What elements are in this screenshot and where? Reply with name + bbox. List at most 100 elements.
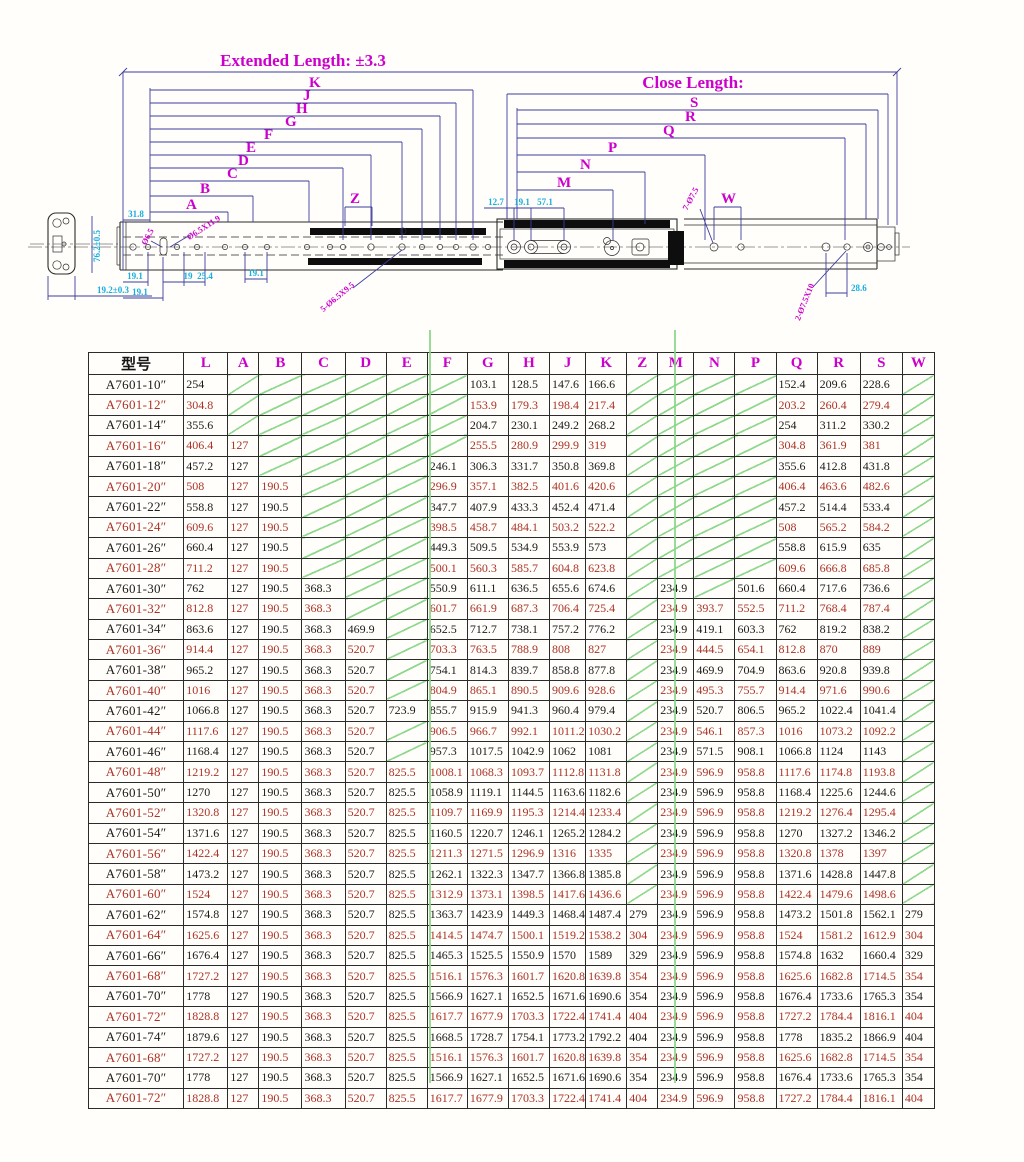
model-cell: A7601-48″ [87, 761, 185, 783]
value-cell [693, 394, 736, 416]
dim-letter-g: G [285, 114, 297, 130]
value-cell: 584.2 [859, 516, 903, 539]
hole-label-5-65x95: 5-Ø6.5X9.5 [318, 280, 356, 314]
value-cell: 152.4 [775, 373, 818, 396]
value-cell: 958.8 [734, 822, 777, 844]
value-cell: 127 [227, 557, 260, 579]
value-cell [693, 414, 736, 437]
value-cell: 857.3 [734, 720, 777, 743]
value-cell [258, 394, 303, 416]
value-cell: 776.2 [585, 618, 628, 641]
value-cell: 601.7 [426, 598, 468, 620]
value-cell: 1117.6 [775, 761, 818, 783]
value-cell: 909.6 [549, 679, 587, 702]
value-cell [301, 475, 346, 498]
value-cell: 449.3 [426, 537, 468, 559]
value-cell [657, 475, 695, 498]
value-cell [734, 455, 777, 477]
value-cell: 958.8 [734, 924, 777, 946]
value-cell: 889 [859, 639, 903, 661]
value-cell: 1828.8 [183, 1006, 229, 1028]
value-cell [901, 822, 936, 844]
value-cell: 825.5 [385, 924, 428, 946]
value-cell: 127 [227, 1006, 260, 1028]
table-row: A7601-52″ 1320.8 127 190.5 368.3 520.7 825.5 11… [87, 802, 936, 824]
value-cell: 1516.1 [426, 965, 468, 987]
value-cell: 412.8 [816, 455, 861, 477]
value-cell: 1660.4 [859, 944, 903, 967]
value-cell: 1219.2 [183, 761, 229, 783]
column-header-z: Z [626, 352, 659, 375]
table-row: A7601-28″ 711.2 127 190.5 500.1 560.3 585.7 604… [87, 557, 936, 579]
value-cell [227, 394, 260, 416]
table-row: A7601-40″ 1016 127 190.5 368.3 520.7 804.9 865.… [87, 679, 936, 702]
hole-label-dia65x119: Ø6.5X11.9 [185, 213, 222, 242]
value-cell: 1474.7 [466, 924, 509, 946]
dim-letter-w: W [721, 191, 736, 207]
value-cell: 361.9 [816, 435, 861, 457]
value-cell: 1601.7 [507, 1046, 551, 1069]
value-cell: 398.5 [426, 516, 468, 539]
value-cell: 347.7 [426, 496, 468, 518]
value-cell: 1778 [775, 1026, 818, 1048]
value-cell: 958.8 [734, 985, 777, 1008]
value-cell: 127 [227, 965, 260, 987]
dim-letter-r: R [685, 109, 696, 125]
value-cell: 103.1 [466, 373, 509, 396]
dim-letter-n: N [580, 157, 591, 173]
value-cell: 234.9 [657, 720, 695, 743]
value-cell: 1682.8 [816, 965, 861, 987]
value-cell: 190.5 [258, 618, 303, 641]
column-header-w: W [901, 352, 936, 375]
value-cell [301, 557, 346, 579]
dim-57-1: 57.1 [537, 197, 553, 207]
dim-letter-k: K [309, 75, 321, 91]
value-cell: 1525.5 [466, 944, 509, 967]
value-cell: 966.7 [466, 720, 509, 743]
value-cell: 1524 [183, 883, 229, 906]
value-cell [385, 659, 428, 681]
value-cell: 190.5 [258, 1087, 303, 1110]
value-cell: 1397 [859, 842, 903, 865]
value-cell: 1042.9 [507, 741, 551, 763]
value-cell: 204.7 [466, 414, 509, 437]
table-row: A7601-34″ 863.6 127 190.5 368.3 469.9 652.5 712… [87, 618, 936, 641]
value-cell: 431.8 [859, 455, 903, 477]
value-cell: 234.9 [657, 924, 695, 946]
value-cell: 1501.8 [816, 904, 861, 926]
value-cell [734, 537, 777, 559]
value-cell: 127 [227, 924, 260, 946]
value-cell: 463.6 [816, 475, 861, 498]
value-cell [626, 435, 659, 457]
value-cell: 1632 [816, 944, 861, 967]
value-cell: 520.7 [344, 802, 387, 824]
value-cell: 234.9 [657, 1067, 695, 1089]
value-cell: 190.5 [258, 883, 303, 906]
value-cell: 958.8 [734, 944, 777, 967]
value-cell: 652.5 [426, 618, 468, 641]
value-cell: 819.2 [816, 618, 861, 641]
column-header-q: Q [775, 352, 818, 375]
value-cell: 1828.8 [183, 1087, 229, 1110]
value-cell: 404 [901, 1026, 936, 1048]
value-cell: 401.6 [549, 475, 587, 498]
value-cell: 825.5 [385, 965, 428, 987]
column-header-a: A [227, 352, 260, 375]
value-cell: 827 [585, 639, 628, 661]
value-cell: 1193.8 [859, 761, 903, 783]
value-cell: 958.8 [734, 761, 777, 783]
value-cell: 755.7 [734, 679, 777, 702]
value-cell: 249.2 [549, 414, 587, 437]
value-cell [734, 475, 777, 498]
value-cell [901, 802, 936, 824]
value-cell: 190.5 [258, 557, 303, 579]
model-cell: A7601-66″ [87, 944, 185, 967]
value-cell: 368.3 [301, 822, 346, 844]
value-cell: 768.4 [816, 598, 861, 620]
value-cell: 1062 [549, 741, 587, 763]
value-cell [693, 373, 736, 396]
value-cell: 1270 [775, 822, 818, 844]
value-cell: 990.6 [859, 679, 903, 702]
value-cell [626, 496, 659, 518]
